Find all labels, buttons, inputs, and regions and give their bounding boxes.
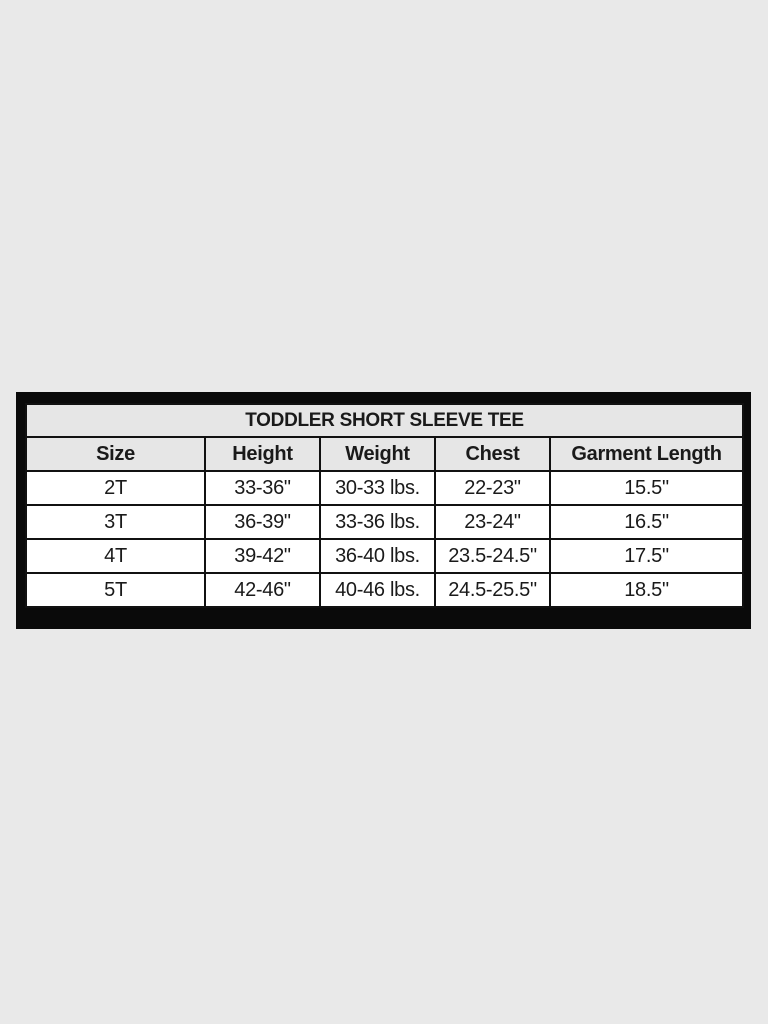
table-cell: 23.5-24.5" <box>434 538 551 574</box>
table-cell: 17.5" <box>549 538 744 574</box>
table-row: 2T 33-36" 30-33 lbs. 22-23" 15.5" <box>25 470 744 506</box>
column-header: Height <box>204 436 321 472</box>
table-cell: 36-40 lbs. <box>319 538 436 574</box>
column-header: Size <box>25 436 206 472</box>
table-cell: 16.5" <box>549 504 744 540</box>
table-cell: 40-46 lbs. <box>319 572 436 608</box>
table-cell: 42-46" <box>204 572 321 608</box>
column-header: Chest <box>434 436 551 472</box>
table-cell: 5T <box>25 572 206 608</box>
table-cell: 3T <box>25 504 206 540</box>
column-header: Weight <box>319 436 436 472</box>
table-cell: 15.5" <box>549 470 744 506</box>
table-cell: 30-33 lbs. <box>319 470 436 506</box>
table-cell: 23-24" <box>434 504 551 540</box>
table-row: 3T 36-39" 33-36 lbs. 23-24" 16.5" <box>25 504 744 540</box>
table-cell: 4T <box>25 538 206 574</box>
table-cell: 2T <box>25 470 206 506</box>
table-cell: 39-42" <box>204 538 321 574</box>
table-title: TODDLER SHORT SLEEVE TEE <box>25 403 744 438</box>
size-chart-table: TODDLER SHORT SLEEVE TEE Size Height Wei… <box>25 403 744 608</box>
table-cell: 22-23" <box>434 470 551 506</box>
table-cell: 18.5" <box>549 572 744 608</box>
table-row: 4T 39-42" 36-40 lbs. 23.5-24.5" 17.5" <box>25 538 744 574</box>
column-header: Garment Length <box>549 436 744 472</box>
table-row: 5T 42-46" 40-46 lbs. 24.5-25.5" 18.5" <box>25 572 744 608</box>
table-title-row: TODDLER SHORT SLEEVE TEE <box>25 403 744 438</box>
table-cell: 33-36 lbs. <box>319 504 436 540</box>
table-header-row: Size Height Weight Chest Garment Length <box>25 436 744 472</box>
table-cell: 36-39" <box>204 504 321 540</box>
table-cell: 33-36" <box>204 470 321 506</box>
table-cell: 24.5-25.5" <box>434 572 551 608</box>
